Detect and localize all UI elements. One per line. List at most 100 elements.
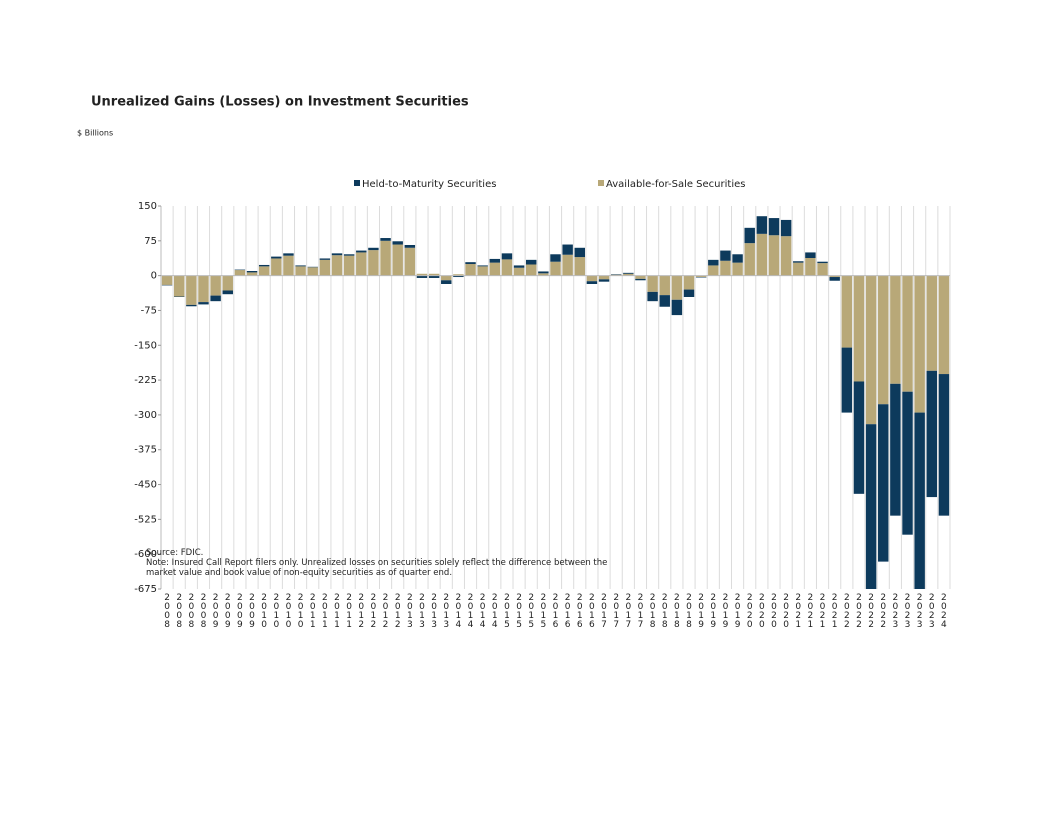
bar-segment [574, 257, 585, 276]
bar-segment [635, 275, 646, 279]
x-tick-label: 2009 [223, 593, 233, 629]
bar-segment [841, 275, 853, 348]
bar-segment [817, 263, 828, 276]
x-tick-label: 2011 [344, 593, 354, 629]
bar-segment [441, 280, 452, 284]
bar-segment [659, 295, 670, 307]
bar-segment [186, 275, 197, 305]
bar-segment [708, 265, 719, 276]
bar-segment [380, 240, 391, 276]
bar-segment [356, 252, 367, 276]
bar-segment [441, 275, 452, 281]
bar-segment [744, 227, 755, 244]
x-tick-label: 2023 [927, 593, 937, 629]
bar-segment [708, 259, 719, 266]
bar-segment [853, 275, 865, 382]
bar-segment [659, 275, 670, 296]
x-tick-label: 2010 [283, 593, 293, 629]
legend-swatch [354, 180, 360, 186]
note: Note: Insured Call Report filers only. U… [146, 558, 608, 578]
bar-segment [319, 258, 331, 260]
x-tick-label: 2009 [247, 593, 257, 629]
y-tick-label: -675 [134, 584, 157, 595]
x-tick-label: 2022 [842, 593, 852, 629]
bar-segment [428, 273, 440, 276]
bar-segment [623, 272, 634, 274]
bar-segment [331, 255, 343, 276]
x-tick-label: 2022 [878, 593, 888, 629]
x-tick-label: 2019 [733, 593, 743, 629]
x-tick-label: 2016 [575, 593, 585, 629]
x-tick-label: 2012 [356, 593, 366, 629]
bar-segment [198, 275, 209, 303]
bar-segment [210, 275, 221, 296]
x-tick-label: 2009 [235, 593, 245, 629]
x-tick-label: 2014 [466, 593, 476, 629]
x-tick-label: 2020 [757, 593, 767, 629]
bar-segment [477, 266, 488, 276]
bar-segment [926, 370, 938, 498]
x-tick-label: 2020 [745, 593, 755, 629]
bar-segment [768, 218, 780, 236]
x-tick-label: 2014 [490, 593, 500, 629]
bar-segment [343, 255, 355, 276]
x-tick-label: 2018 [660, 593, 670, 629]
x-tick-label: 2008 [174, 593, 184, 629]
bar-segment [271, 258, 282, 276]
y-tick-label: -450 [134, 480, 157, 491]
y-tick-label: -75 [141, 305, 157, 316]
bar-segment [647, 291, 658, 302]
bar-segment [489, 258, 501, 263]
bar-segment [343, 254, 355, 256]
bar-segment [878, 275, 889, 405]
bar-segment [222, 290, 233, 295]
x-tick-label: 2014 [453, 593, 463, 629]
bar-segment [793, 261, 804, 263]
x-tick-label: 2015 [538, 593, 548, 629]
bar-segment [756, 216, 768, 234]
x-tick-label: 2021 [805, 593, 815, 629]
bar-segment [526, 264, 537, 276]
bar-segment [465, 264, 476, 276]
x-tick-label: 2008 [198, 593, 208, 629]
bar-segment [938, 374, 950, 516]
bar-segment [246, 270, 258, 273]
bar-segment [562, 254, 573, 276]
bar-segment [756, 233, 768, 276]
bar-segment [623, 273, 634, 276]
x-tick-label: 2021 [793, 593, 803, 629]
bar-segment [501, 259, 513, 276]
bar-segment [501, 253, 513, 260]
y-tick-label: -300 [134, 410, 157, 421]
bar-segment [914, 275, 925, 413]
x-tick-label: 2024 [939, 593, 949, 629]
y-tick-label: -225 [134, 375, 157, 386]
bar-segment [586, 275, 598, 282]
x-tick-label: 2022 [854, 593, 864, 629]
x-tick-label: 2008 [186, 593, 196, 629]
bar-segment [683, 275, 695, 290]
bar-segment [368, 247, 379, 251]
bar-segment [538, 271, 549, 274]
bar-segment [246, 272, 258, 276]
bar-segment [683, 289, 695, 297]
x-tick-label: 2013 [441, 593, 451, 629]
bar-segment [562, 244, 573, 255]
bar-segment [356, 250, 367, 253]
bar-segment [671, 275, 683, 300]
y-tick-label: 0 [151, 271, 157, 282]
bar-segment [841, 347, 853, 413]
x-tick-label: 2018 [648, 593, 658, 629]
y-tick-label: 75 [144, 236, 157, 247]
legend-label: Held-to-Maturity Securities [362, 179, 496, 190]
source: Source: FDIC. [146, 548, 204, 558]
x-tick-label: 2018 [684, 593, 694, 629]
bar-segment [161, 275, 173, 285]
bar-segment [416, 275, 428, 278]
x-tick-label: 2009 [211, 593, 221, 629]
bar-segment [744, 243, 755, 276]
bar-segment [805, 257, 816, 276]
y-tick-label: -375 [134, 445, 157, 456]
